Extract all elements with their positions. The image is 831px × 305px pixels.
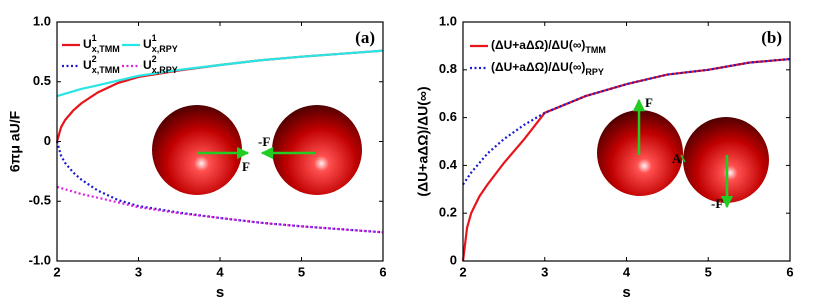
annotation: F — [645, 95, 653, 110]
y-tick-label: 1.0 — [439, 13, 457, 28]
annotation: -F — [711, 196, 723, 211]
x-axis-label: s — [216, 284, 224, 301]
sphere-illustration: -F F — [152, 105, 362, 195]
series-line — [56, 185, 384, 234]
y-tick-label: 0 — [44, 133, 51, 148]
x-tick-label: 6 — [786, 264, 793, 279]
legend-entry: U1 x,RPY — [143, 33, 178, 54]
y-tick-label: 0.8 — [439, 61, 457, 76]
legend-name: U — [83, 37, 92, 51]
legend-name: U — [143, 37, 152, 51]
x-tick-label: 4 — [623, 264, 631, 279]
y-tick-label: 1.0 — [33, 13, 51, 28]
y-tick-label: -1.0 — [29, 252, 51, 267]
legend-name: U — [83, 58, 92, 72]
legend-entry: (ΔU+aΔΩ)/ΔU(∞)RPY — [491, 60, 604, 77]
legend-subscript: x,RPY — [152, 44, 178, 54]
legend-entry: U1 x,TMM — [83, 33, 120, 54]
legend-entry: U2 x,RPY — [143, 54, 178, 75]
series-line — [461, 57, 791, 262]
x-axis-label: s — [622, 284, 630, 301]
legend-superscript: 1 — [92, 33, 97, 43]
annotation: F — [242, 159, 250, 174]
y-tick-label: 0 — [450, 252, 457, 267]
legend-entry: U2 x,TMM — [83, 54, 120, 75]
x-tick-label: 4 — [216, 264, 224, 279]
legend-subscript: x,TMM — [92, 44, 120, 54]
panel-label: (b) — [761, 28, 782, 47]
plot-frame — [56, 21, 384, 262]
legend-subscript: TMM — [585, 45, 606, 55]
panel-label: (a) — [355, 28, 375, 47]
x-tick-label: 6 — [379, 264, 386, 279]
plot-frame — [462, 21, 791, 262]
legend-superscript: 2 — [92, 54, 97, 64]
x-tick-label: 3 — [135, 264, 142, 279]
legend-subscript: x,RPY — [152, 65, 178, 75]
x-tick-label: 5 — [298, 264, 305, 279]
x-tick-label: 2 — [53, 264, 60, 279]
legend-subscript: RPY — [585, 67, 604, 77]
legend-superscript: 2 — [152, 54, 157, 64]
y-axis-label: 6πμ aU/F — [7, 110, 23, 172]
x-tick-label: 5 — [705, 264, 712, 279]
y-tick-label: 0.5 — [33, 73, 51, 88]
legend-subscript: x,TMM — [92, 65, 120, 75]
series-line — [55, 141, 384, 234]
y-axis-label: (ΔU+aΔΩ)/ΔU(∞) — [415, 86, 431, 196]
legend-superscript: 1 — [152, 33, 157, 43]
y-tick-label: -0.5 — [29, 193, 51, 208]
legend-entry: (ΔU+aΔΩ)/ΔU(∞)TMM — [491, 38, 606, 55]
series-line — [56, 49, 384, 98]
legend-name: (ΔU+aΔΩ)/ΔU(∞) — [491, 38, 585, 52]
legend-name: (ΔU+aΔΩ)/ΔU(∞) — [491, 60, 585, 74]
sphere-illustration: F -F A — [597, 95, 769, 211]
y-tick-label: 0.4 — [439, 157, 458, 172]
x-tick-label: 2 — [459, 264, 466, 279]
annotation: -F — [258, 134, 270, 149]
legend-name: U — [143, 58, 152, 72]
y-tick-label: 0.2 — [439, 205, 457, 220]
x-tick-label: 3 — [541, 264, 548, 279]
annotation: A — [672, 151, 682, 166]
y-tick-label: 0.6 — [439, 109, 457, 124]
